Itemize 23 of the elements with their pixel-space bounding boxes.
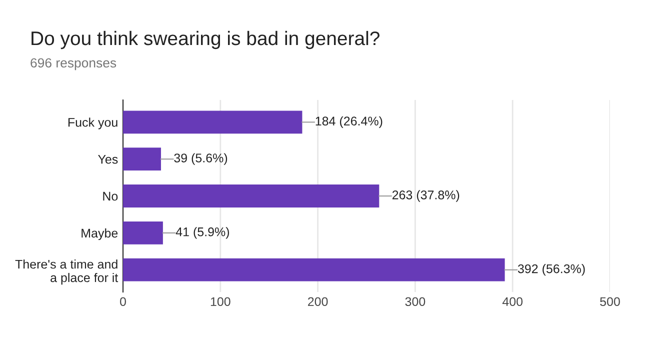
bar [123,110,302,134]
bar [123,184,380,208]
x-tick-label: 100 [210,297,230,306]
x-tick-label: 200 [308,297,328,306]
data-label: 392 (56.3%) [518,264,585,276]
x-tick-label: 500 [600,297,620,306]
chart-title: Do you think swearing is bad in general? [32,30,380,50]
chart-subtitle: 696 responses [30,58,116,70]
data-label: 184 (26.4%) [316,116,382,128]
y-tick-label: Fuck you [68,118,118,130]
data-label: 41 (5.9%) [176,227,230,239]
y-tick-label: Maybe [82,228,118,240]
y-tick-label: There's a time and a place for it [15,259,118,285]
bar [123,258,505,282]
data-label: 39 (5.6%) [174,153,228,165]
x-tick-label: 0 [120,297,126,306]
x-tick-label: 400 [502,297,523,306]
y-tick-label: No [103,192,118,201]
bar [123,221,163,244]
bar [123,148,161,171]
x-tick-label: 300 [405,297,426,306]
y-tick-label: Yes [98,155,118,164]
data-label: 263 (37.8%) [392,190,460,202]
